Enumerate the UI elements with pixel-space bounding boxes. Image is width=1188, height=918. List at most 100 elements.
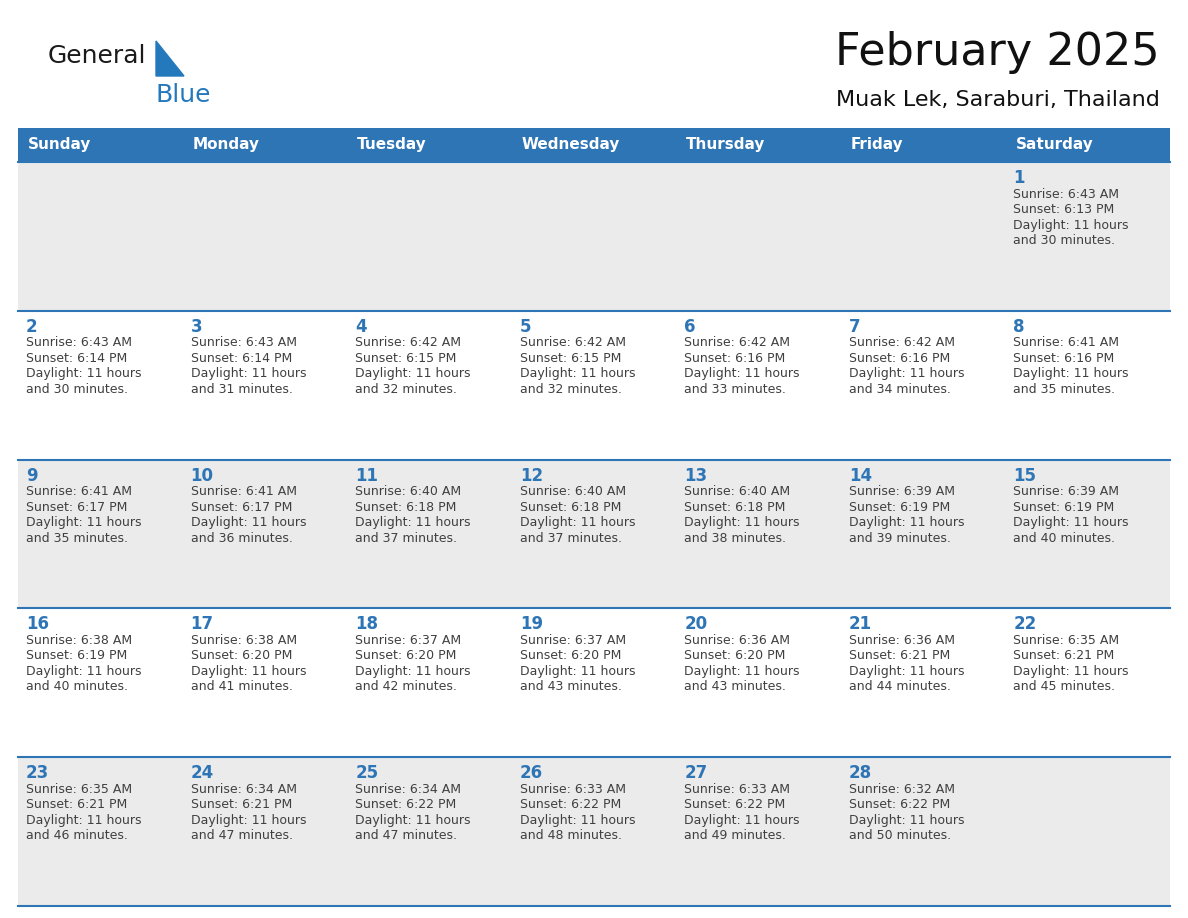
Text: 7: 7 — [849, 318, 860, 336]
Text: Sunrise: 6:43 AM: Sunrise: 6:43 AM — [1013, 187, 1119, 200]
Text: Sunrise: 6:37 AM: Sunrise: 6:37 AM — [355, 634, 461, 647]
Text: Daylight: 11 hours: Daylight: 11 hours — [684, 516, 800, 529]
Text: 9: 9 — [26, 466, 38, 485]
Text: Sunset: 6:22 PM: Sunset: 6:22 PM — [684, 798, 785, 812]
Text: Daylight: 11 hours: Daylight: 11 hours — [519, 665, 636, 677]
Bar — [18, 757, 183, 906]
Text: General: General — [48, 44, 146, 68]
Text: Sunrise: 6:40 AM: Sunrise: 6:40 AM — [684, 485, 790, 498]
Bar — [347, 128, 512, 162]
Text: 28: 28 — [849, 764, 872, 782]
Text: Daylight: 11 hours: Daylight: 11 hours — [849, 665, 965, 677]
Bar — [183, 460, 347, 609]
Text: Sunset: 6:14 PM: Sunset: 6:14 PM — [26, 352, 127, 364]
Text: 27: 27 — [684, 764, 708, 782]
Text: Daylight: 11 hours: Daylight: 11 hours — [355, 367, 470, 380]
Text: Daylight: 11 hours: Daylight: 11 hours — [26, 516, 141, 529]
Bar — [841, 757, 1005, 906]
Text: Sunrise: 6:33 AM: Sunrise: 6:33 AM — [684, 783, 790, 796]
Text: Daylight: 11 hours: Daylight: 11 hours — [849, 813, 965, 827]
Text: and 42 minutes.: and 42 minutes. — [355, 680, 457, 693]
Bar — [841, 311, 1005, 460]
Bar — [183, 609, 347, 757]
Text: and 48 minutes.: and 48 minutes. — [519, 829, 621, 842]
Text: Sunset: 6:22 PM: Sunset: 6:22 PM — [849, 798, 950, 812]
Text: and 32 minutes.: and 32 minutes. — [519, 383, 621, 396]
Text: Sunset: 6:16 PM: Sunset: 6:16 PM — [684, 352, 785, 364]
Text: Sunset: 6:13 PM: Sunset: 6:13 PM — [1013, 203, 1114, 216]
Bar — [1005, 162, 1170, 311]
Text: 18: 18 — [355, 615, 378, 633]
Text: Sunset: 6:21 PM: Sunset: 6:21 PM — [849, 649, 950, 663]
Text: 10: 10 — [190, 466, 214, 485]
Text: Daylight: 11 hours: Daylight: 11 hours — [26, 665, 141, 677]
Text: Sunset: 6:19 PM: Sunset: 6:19 PM — [849, 500, 950, 513]
Text: Daylight: 11 hours: Daylight: 11 hours — [1013, 665, 1129, 677]
Bar — [183, 128, 347, 162]
Bar — [347, 162, 512, 311]
Text: Daylight: 11 hours: Daylight: 11 hours — [190, 665, 307, 677]
Bar — [841, 128, 1005, 162]
Text: Sunset: 6:20 PM: Sunset: 6:20 PM — [684, 649, 785, 663]
Text: Muak Lek, Saraburi, Thailand: Muak Lek, Saraburi, Thailand — [836, 90, 1159, 110]
Text: Daylight: 11 hours: Daylight: 11 hours — [190, 516, 307, 529]
Text: and 33 minutes.: and 33 minutes. — [684, 383, 786, 396]
Text: Sunset: 6:18 PM: Sunset: 6:18 PM — [355, 500, 456, 513]
Polygon shape — [156, 41, 184, 76]
Text: Sunrise: 6:41 AM: Sunrise: 6:41 AM — [26, 485, 132, 498]
Text: and 38 minutes.: and 38 minutes. — [684, 532, 786, 544]
Text: Sunset: 6:19 PM: Sunset: 6:19 PM — [1013, 500, 1114, 513]
Text: 21: 21 — [849, 615, 872, 633]
Text: Sunset: 6:22 PM: Sunset: 6:22 PM — [519, 798, 621, 812]
Text: Daylight: 11 hours: Daylight: 11 hours — [849, 367, 965, 380]
Text: Blue: Blue — [156, 83, 211, 107]
Text: Sunday: Sunday — [29, 138, 91, 152]
Text: Sunrise: 6:33 AM: Sunrise: 6:33 AM — [519, 783, 626, 796]
Text: and 30 minutes.: and 30 minutes. — [1013, 234, 1116, 247]
Text: Sunset: 6:14 PM: Sunset: 6:14 PM — [190, 352, 292, 364]
Text: Sunrise: 6:42 AM: Sunrise: 6:42 AM — [519, 336, 626, 350]
Text: 2: 2 — [26, 318, 38, 336]
Bar — [18, 460, 183, 609]
Text: 20: 20 — [684, 615, 707, 633]
Text: Sunset: 6:15 PM: Sunset: 6:15 PM — [355, 352, 456, 364]
Text: Daylight: 11 hours: Daylight: 11 hours — [1013, 367, 1129, 380]
Text: Daylight: 11 hours: Daylight: 11 hours — [190, 367, 307, 380]
Bar — [347, 609, 512, 757]
Text: Sunset: 6:17 PM: Sunset: 6:17 PM — [190, 500, 292, 513]
Text: and 49 minutes.: and 49 minutes. — [684, 829, 786, 842]
Bar — [512, 757, 676, 906]
Bar — [512, 128, 676, 162]
Text: Sunrise: 6:42 AM: Sunrise: 6:42 AM — [355, 336, 461, 350]
Text: and 35 minutes.: and 35 minutes. — [26, 532, 128, 544]
Text: Sunrise: 6:41 AM: Sunrise: 6:41 AM — [1013, 336, 1119, 350]
Text: and 47 minutes.: and 47 minutes. — [190, 829, 292, 842]
Text: Sunrise: 6:42 AM: Sunrise: 6:42 AM — [849, 336, 955, 350]
Text: 24: 24 — [190, 764, 214, 782]
Text: Daylight: 11 hours: Daylight: 11 hours — [1013, 516, 1129, 529]
Text: Sunrise: 6:34 AM: Sunrise: 6:34 AM — [190, 783, 297, 796]
Text: Sunset: 6:20 PM: Sunset: 6:20 PM — [190, 649, 292, 663]
Text: Sunset: 6:22 PM: Sunset: 6:22 PM — [355, 798, 456, 812]
Text: Daylight: 11 hours: Daylight: 11 hours — [190, 813, 307, 827]
Text: Sunset: 6:21 PM: Sunset: 6:21 PM — [190, 798, 292, 812]
Text: Sunset: 6:20 PM: Sunset: 6:20 PM — [519, 649, 621, 663]
Bar — [676, 460, 841, 609]
Text: and 35 minutes.: and 35 minutes. — [1013, 383, 1116, 396]
Text: Sunset: 6:20 PM: Sunset: 6:20 PM — [355, 649, 456, 663]
Bar — [841, 162, 1005, 311]
Bar — [18, 128, 183, 162]
Bar — [18, 311, 183, 460]
Text: Daylight: 11 hours: Daylight: 11 hours — [355, 665, 470, 677]
Text: 14: 14 — [849, 466, 872, 485]
Bar — [676, 757, 841, 906]
Text: Sunrise: 6:41 AM: Sunrise: 6:41 AM — [190, 485, 297, 498]
Text: Daylight: 11 hours: Daylight: 11 hours — [684, 813, 800, 827]
Text: February 2025: February 2025 — [835, 30, 1159, 73]
Bar — [1005, 609, 1170, 757]
Text: Sunset: 6:16 PM: Sunset: 6:16 PM — [1013, 352, 1114, 364]
Text: Sunrise: 6:35 AM: Sunrise: 6:35 AM — [1013, 634, 1119, 647]
Text: 5: 5 — [519, 318, 531, 336]
Text: Sunrise: 6:39 AM: Sunrise: 6:39 AM — [849, 485, 955, 498]
Text: Sunrise: 6:42 AM: Sunrise: 6:42 AM — [684, 336, 790, 350]
